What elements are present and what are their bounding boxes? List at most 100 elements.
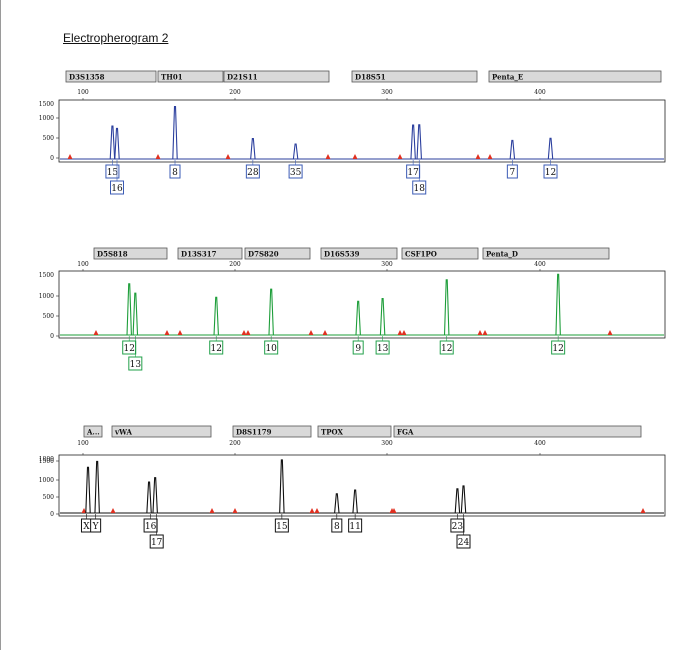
locus-bar [244, 247, 311, 260]
size-standard-peak [322, 330, 328, 335]
x-tick-label: 300 [381, 440, 393, 447]
peak-trace [279, 459, 285, 514]
size-standard-peak [110, 508, 116, 513]
x-tick-label: 200 [229, 89, 241, 96]
size-standard-peak [209, 508, 215, 513]
allele-call-label: 9 [355, 344, 361, 354]
size-standard-peak [477, 330, 483, 335]
peak-trace [85, 466, 91, 514]
plot-frame [58, 99, 666, 163]
size-standard-peak [607, 330, 613, 335]
x-tick-label: 400 [534, 89, 546, 96]
size-standard-peak [245, 330, 251, 335]
allele-call-label: 28 [247, 168, 259, 178]
size-standard-peak [391, 508, 397, 513]
y-tick-label: 0 [50, 511, 54, 518]
page-title: Electropherogram 2 [63, 31, 169, 45]
locus-label: D16S539 [324, 250, 360, 259]
peak-trace [454, 488, 461, 514]
allele-call-box [352, 340, 364, 355]
locus-bar [401, 247, 479, 260]
allele-call-box [439, 340, 454, 355]
size-standard-peak [164, 330, 170, 335]
peak-trace [114, 127, 120, 160]
allele-call-label: 16 [111, 184, 123, 194]
x-tick-label: 300 [381, 261, 393, 268]
locus-bar [488, 70, 662, 83]
peak-trace [416, 124, 422, 160]
allele-call-box [551, 340, 566, 355]
x-tick-label: 300 [381, 89, 393, 96]
y-tick-label: 500 [43, 135, 55, 142]
allele-call-box [406, 164, 421, 179]
locus-bar [223, 70, 330, 83]
allele-call-box [456, 534, 471, 549]
allele-call-box [110, 180, 125, 195]
peak-trace [334, 493, 340, 514]
peak-trace [213, 296, 219, 336]
locus-label: D13S317 [181, 250, 217, 259]
plot-frame [58, 270, 666, 339]
allele-call-label: 13 [130, 360, 142, 370]
size-standard-peak [308, 330, 314, 335]
allele-call-label: 17 [407, 168, 419, 178]
locus-label: Penta_D [486, 250, 518, 259]
y-tick-label: 500 [43, 494, 55, 501]
size-standard-peak [325, 154, 331, 159]
allele-call-box [331, 518, 343, 533]
peak-trace [352, 489, 358, 514]
locus-label: TPOX [321, 428, 343, 437]
locus-bar [393, 425, 642, 438]
allele-call-label: 8 [334, 522, 340, 532]
locus-bar [157, 70, 224, 83]
locus-label: Penta_E [492, 73, 523, 82]
allele-call-label: 12 [123, 344, 134, 354]
electropherogram-panel-3: A... vWA D8S1179 TPOX FGA 100 200 300 400 1500 100… [39, 425, 666, 549]
locus-bar [351, 70, 478, 83]
y-tick-label: 1000 [39, 477, 54, 484]
y-tick-label: 1500 [39, 458, 54, 465]
allele-call-label: 10 [265, 344, 277, 354]
size-standard-peak [401, 330, 407, 335]
locus-label: vWA [114, 428, 132, 437]
locus-label: CSF1PO [405, 250, 437, 259]
peak-trace [152, 477, 158, 514]
allele-call-label: 23 [452, 522, 464, 532]
peak-trace [126, 283, 132, 336]
size-standard-peak [487, 154, 493, 159]
allele-call-label: 8 [172, 168, 178, 178]
allele-call-label: 18 [414, 184, 426, 194]
allele-call-box [264, 340, 279, 355]
locus-bar [111, 425, 212, 438]
allele-call-label: 15 [107, 168, 119, 178]
allele-call-label: 24 [458, 538, 470, 548]
allele-call-box [105, 164, 120, 179]
x-tick-label: 100 [77, 89, 89, 96]
allele-call-label: Y [92, 522, 100, 532]
peak-trace [268, 288, 274, 336]
peak-trace [109, 125, 116, 160]
size-standard-peak [241, 330, 247, 335]
allele-call-label: 13 [377, 344, 389, 354]
size-standard-peak [67, 154, 73, 159]
allele-call-box [128, 356, 143, 371]
allele-call-box [375, 340, 390, 355]
locus-label: D18S51 [355, 73, 386, 82]
x-tick-label: 400 [534, 261, 546, 268]
peak-trace [94, 460, 100, 514]
y-tick-label: 1500 [39, 272, 54, 279]
x-tick-label: 400 [534, 440, 546, 447]
size-standard-peak [314, 508, 320, 513]
peak-trace [555, 273, 561, 336]
allele-call-label: 7 [509, 168, 515, 178]
y-tick-label: 0 [50, 333, 54, 340]
electropherogram-panel-2: D5S818 D13S317 D7S820 D16S539 CSF1PO Penta_D 1… [39, 247, 666, 371]
locus-bar [320, 247, 398, 260]
allele-call-box [245, 164, 260, 179]
peak-trace [250, 138, 256, 160]
size-standard-peak [225, 154, 231, 159]
peak-trace [410, 124, 416, 160]
allele-call-box [90, 518, 102, 533]
locus-label: D7S820 [248, 250, 279, 259]
